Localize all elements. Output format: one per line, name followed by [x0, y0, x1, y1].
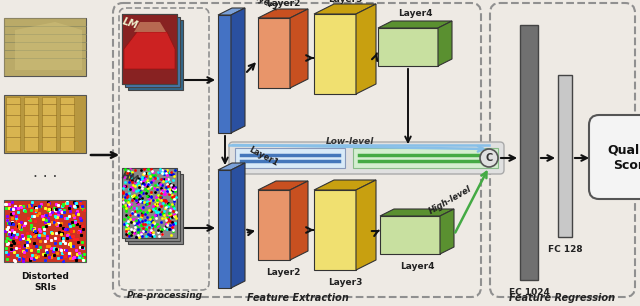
Circle shape	[480, 149, 498, 167]
FancyBboxPatch shape	[24, 97, 38, 151]
FancyBboxPatch shape	[60, 97, 74, 151]
Polygon shape	[258, 190, 290, 260]
Polygon shape	[380, 209, 454, 216]
Text: · · ·: · · ·	[33, 170, 57, 185]
Polygon shape	[258, 9, 308, 18]
Polygon shape	[314, 180, 376, 190]
Text: Layer1: Layer1	[247, 0, 280, 13]
Text: Low-level: Low-level	[326, 137, 374, 147]
Polygon shape	[378, 28, 438, 66]
Polygon shape	[314, 14, 356, 94]
FancyBboxPatch shape	[4, 18, 86, 76]
FancyBboxPatch shape	[520, 25, 538, 280]
Text: Layer4: Layer4	[397, 9, 432, 18]
Text: Distorted
SRIs: Distorted SRIs	[21, 272, 69, 292]
FancyBboxPatch shape	[4, 95, 86, 153]
Text: C: C	[485, 153, 493, 163]
FancyBboxPatch shape	[353, 148, 498, 168]
Polygon shape	[356, 180, 376, 270]
Polygon shape	[258, 181, 308, 190]
FancyBboxPatch shape	[128, 20, 183, 90]
Polygon shape	[380, 216, 440, 254]
FancyBboxPatch shape	[4, 200, 86, 262]
Polygon shape	[378, 21, 452, 28]
Text: HM: HM	[120, 170, 140, 185]
Text: Layer1: Layer1	[247, 145, 280, 168]
FancyBboxPatch shape	[122, 14, 177, 84]
Text: Layer2: Layer2	[266, 0, 300, 8]
Polygon shape	[440, 209, 454, 254]
FancyBboxPatch shape	[125, 17, 180, 87]
FancyBboxPatch shape	[4, 18, 86, 76]
Polygon shape	[231, 8, 245, 133]
Text: High-level: High-level	[427, 184, 473, 216]
Polygon shape	[218, 170, 231, 288]
FancyBboxPatch shape	[589, 115, 640, 199]
FancyBboxPatch shape	[42, 97, 56, 151]
Polygon shape	[218, 15, 231, 133]
Text: Feature Regression: Feature Regression	[509, 293, 615, 303]
FancyBboxPatch shape	[122, 168, 177, 238]
Polygon shape	[15, 22, 82, 70]
Text: Quality
Score: Quality Score	[608, 144, 640, 172]
Polygon shape	[218, 8, 245, 15]
FancyBboxPatch shape	[128, 174, 183, 244]
Text: FC 128: FC 128	[548, 245, 582, 254]
FancyBboxPatch shape	[558, 75, 572, 237]
Polygon shape	[356, 4, 376, 94]
Text: Layer3: Layer3	[328, 278, 362, 287]
Polygon shape	[218, 163, 245, 170]
FancyBboxPatch shape	[125, 171, 180, 241]
Polygon shape	[124, 32, 175, 69]
Polygon shape	[134, 22, 166, 32]
Polygon shape	[314, 4, 376, 14]
FancyBboxPatch shape	[6, 97, 20, 151]
FancyBboxPatch shape	[122, 14, 177, 84]
Polygon shape	[258, 18, 290, 88]
Polygon shape	[438, 21, 452, 66]
Text: Layer3: Layer3	[328, 0, 362, 4]
Text: Feature Extraction: Feature Extraction	[247, 293, 349, 303]
Text: Layer4: Layer4	[400, 262, 435, 271]
Polygon shape	[231, 163, 245, 288]
Text: LM: LM	[121, 17, 139, 31]
Text: FC 1024: FC 1024	[509, 288, 549, 297]
Text: Pre-processing: Pre-processing	[127, 290, 203, 300]
FancyBboxPatch shape	[235, 148, 345, 168]
Polygon shape	[290, 9, 308, 88]
Polygon shape	[314, 190, 356, 270]
Polygon shape	[290, 181, 308, 260]
Text: Layer2: Layer2	[266, 268, 300, 277]
FancyBboxPatch shape	[229, 142, 504, 174]
